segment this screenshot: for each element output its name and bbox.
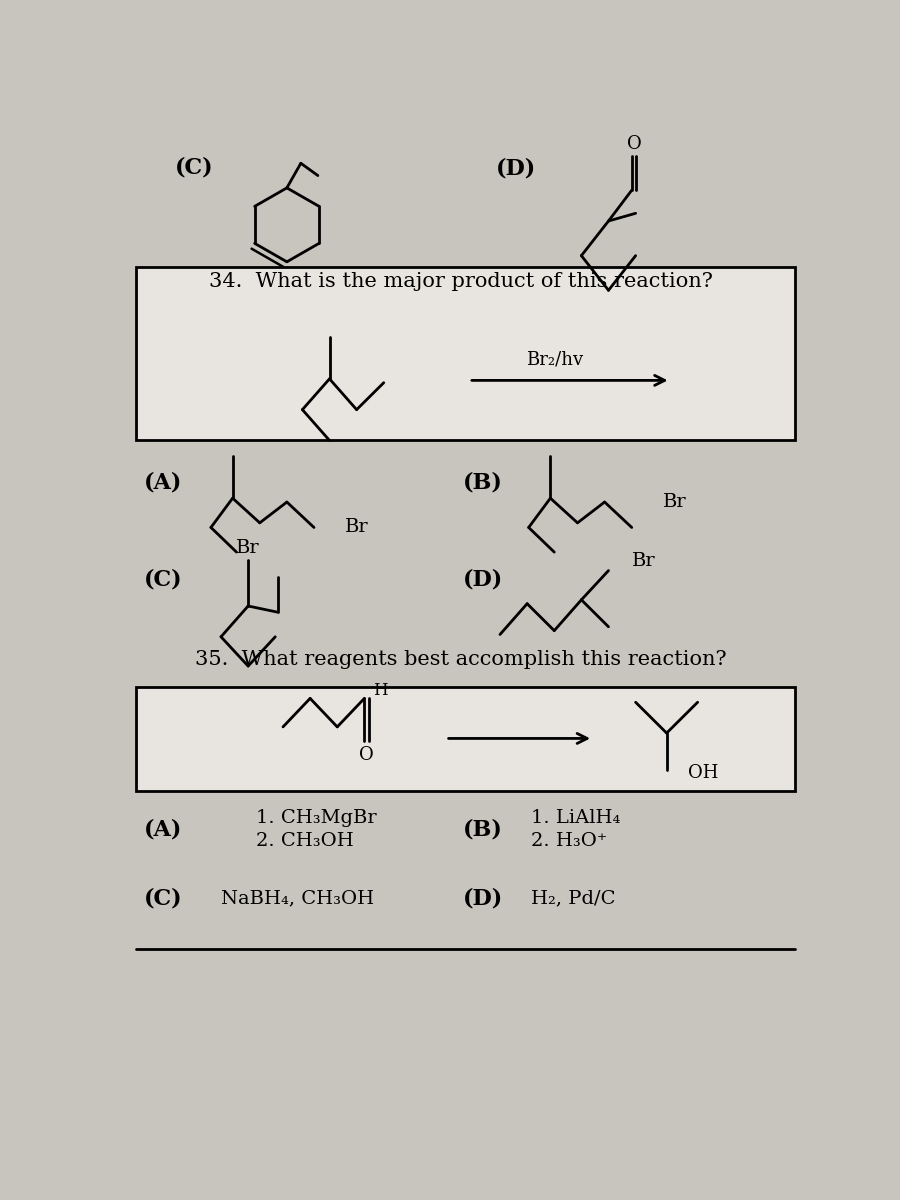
Text: Br: Br — [345, 518, 369, 536]
Text: (B): (B) — [463, 818, 503, 840]
Text: Br: Br — [632, 552, 655, 570]
Text: NaBH₄, CH₃OH: NaBH₄, CH₃OH — [221, 889, 374, 907]
Text: H: H — [373, 682, 387, 700]
Text: H₂, Pd/C: H₂, Pd/C — [531, 889, 616, 907]
Text: 2. H₃O⁺: 2. H₃O⁺ — [531, 832, 608, 850]
Text: O: O — [359, 745, 374, 763]
Text: 35.  What reagents best accomplish this reaction?: 35. What reagents best accomplish this r… — [195, 650, 727, 670]
FancyBboxPatch shape — [136, 686, 795, 791]
Text: 1. CH₃MgBr: 1. CH₃MgBr — [256, 809, 376, 827]
Text: Br₂/hv: Br₂/hv — [526, 350, 583, 368]
Text: (B): (B) — [463, 472, 503, 494]
Text: OH: OH — [688, 764, 719, 782]
Text: (C): (C) — [144, 568, 182, 590]
Text: (D): (D) — [463, 568, 503, 590]
Text: (A): (A) — [144, 472, 182, 494]
Text: (C): (C) — [144, 888, 182, 910]
Text: (A): (A) — [144, 818, 182, 840]
Text: 2. CH₃OH: 2. CH₃OH — [256, 832, 354, 850]
Text: (C): (C) — [175, 156, 213, 178]
Text: 1. LiAlH₄: 1. LiAlH₄ — [531, 809, 620, 827]
Text: Br: Br — [237, 539, 260, 557]
Text: (D): (D) — [495, 157, 536, 180]
Text: 34.  What is the major product of this reaction?: 34. What is the major product of this re… — [210, 271, 713, 290]
FancyBboxPatch shape — [136, 268, 795, 440]
Text: O: O — [626, 134, 642, 152]
Text: (D): (D) — [463, 888, 503, 910]
Text: Br: Br — [662, 493, 687, 511]
